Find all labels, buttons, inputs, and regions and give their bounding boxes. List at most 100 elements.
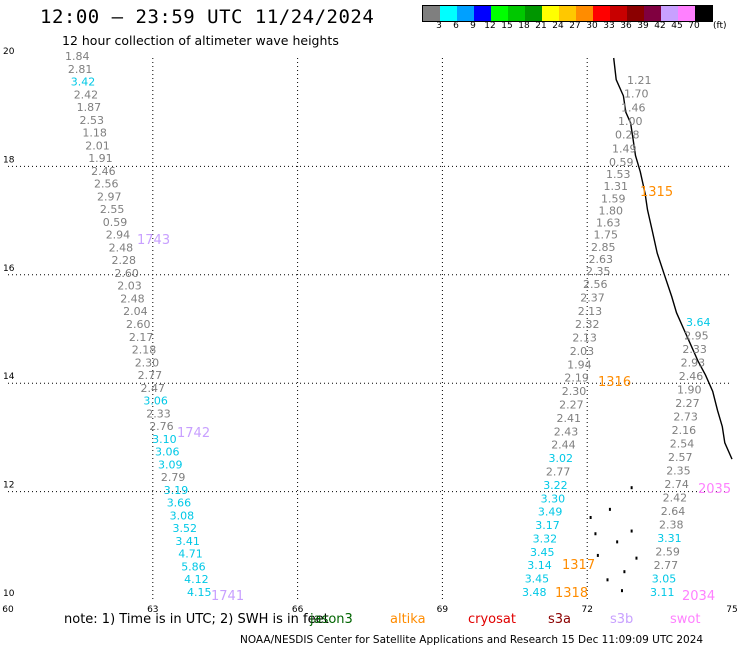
wave-height-value: 1.63 xyxy=(596,217,621,230)
wave-height-value: 3.19 xyxy=(164,484,189,497)
island xyxy=(589,515,592,519)
legend-s3a: s3a xyxy=(548,612,572,627)
wave-height-value: 2.95 xyxy=(684,330,709,343)
scale-label: 45 xyxy=(671,21,683,31)
scale-label: 42 xyxy=(654,21,666,31)
scale-label: 6 xyxy=(453,21,459,31)
wave-height-value: 3.17 xyxy=(535,519,560,532)
lat-tick-label: 12 xyxy=(3,481,14,491)
wave-height-value: 2.94 xyxy=(106,229,131,242)
wave-height-value: 3.11 xyxy=(650,586,675,599)
scale-swatch xyxy=(559,6,576,21)
wave-height-value: 3.31 xyxy=(657,532,682,545)
wave-height-value: 2.27 xyxy=(559,399,584,412)
wave-height-value: 1.87 xyxy=(77,101,102,114)
scale-swatch xyxy=(474,6,491,21)
wave-height-value: 2.93 xyxy=(681,357,706,370)
wave-height-value: 2.46 xyxy=(91,165,116,178)
lon-tick-label: 66 xyxy=(292,605,304,615)
wave-height-value: 2.30 xyxy=(562,385,587,398)
lat-tick-label: 10 xyxy=(3,589,15,599)
wave-height-value: 1.94 xyxy=(567,358,592,371)
wave-height-value: 2.97 xyxy=(97,190,122,203)
wave-height-value: 3.45 xyxy=(525,573,550,586)
wave-height-value: 2.03 xyxy=(570,345,595,358)
wave-height-value: 2.44 xyxy=(551,439,576,452)
wave-height-value: 3.41 xyxy=(175,535,200,548)
coastline xyxy=(613,57,733,460)
scale-swatch xyxy=(423,6,440,21)
wave-height-value: 2.42 xyxy=(74,88,99,101)
wave-height-value: 2.73 xyxy=(673,411,698,424)
wave-height-value: 3.66 xyxy=(167,497,192,510)
lat-tick-label: 18 xyxy=(3,155,15,165)
wave-height-value: 2.13 xyxy=(578,305,603,318)
scale-label: 39 xyxy=(637,21,649,31)
footer-credit: NOAA/NESDIS Center for Satellite Applica… xyxy=(240,634,704,646)
wave-height-value: 1.90 xyxy=(677,384,702,397)
color-scale-bar xyxy=(422,5,713,22)
scale-swatch xyxy=(695,6,712,21)
scale-swatch xyxy=(491,6,508,21)
wave-height-value: 0.28 xyxy=(615,129,640,142)
wave-height-value: 1.49 xyxy=(612,142,637,155)
wave-height-value: 4.71 xyxy=(178,548,203,561)
wave-height-value: 0.59 xyxy=(103,216,128,229)
wave-height-value: 2.48 xyxy=(109,241,134,254)
scale-label: 24 xyxy=(552,21,564,31)
wave-height-value: 2.57 xyxy=(668,451,693,464)
wave-height-value: 2.38 xyxy=(659,519,684,532)
wave-height-value: 2.42 xyxy=(663,492,688,505)
scale-label: 12 xyxy=(484,21,496,31)
wave-height-value: 2.81 xyxy=(68,63,93,76)
wave-height-value: 1.21 xyxy=(627,74,652,87)
wave-height-value: 3.06 xyxy=(143,395,168,408)
scale-swatch xyxy=(593,6,610,21)
lon-tick-label: 63 xyxy=(147,605,158,615)
pass-time-label: 1315 xyxy=(640,185,673,200)
lon-tick-label: 75 xyxy=(726,605,737,615)
pass-time-label: 1316 xyxy=(598,375,631,390)
lat-tick-label: 16 xyxy=(3,264,15,274)
wave-height-value: 1.70 xyxy=(624,88,649,101)
wave-height-value: 2.35 xyxy=(666,465,691,478)
wave-height-value: 1.84 xyxy=(65,50,90,63)
island xyxy=(616,540,619,544)
scale-label: 33 xyxy=(603,21,615,31)
scale-swatch xyxy=(610,6,627,21)
scale-swatch xyxy=(661,6,678,21)
island xyxy=(596,553,599,557)
pass-time-label: 2035 xyxy=(698,482,731,497)
island xyxy=(606,578,609,582)
pass-time-label: 1741 xyxy=(211,589,244,604)
legend-cryosat: cryosat xyxy=(468,612,516,627)
island xyxy=(630,486,633,490)
wave-height-value: 3.52 xyxy=(173,522,198,535)
scale-swatch xyxy=(525,6,542,21)
wave-height-value: 2.30 xyxy=(135,356,160,369)
wave-height-value: 1.59 xyxy=(601,192,626,205)
wave-height-value: 2.74 xyxy=(664,478,689,491)
wave-height-value: 3.10 xyxy=(152,433,177,446)
wave-height-value: 2.04 xyxy=(123,305,148,318)
wave-height-value: 2.53 xyxy=(80,114,105,127)
scale-label: 15 xyxy=(501,21,513,31)
wave-height-value: 3.48 xyxy=(522,586,547,599)
island xyxy=(594,532,597,536)
pass-time-label: 1742 xyxy=(177,426,210,441)
wave-height-value: 2.13 xyxy=(572,332,597,345)
wave-height-value: 4.12 xyxy=(184,573,209,586)
wave-height-value: 2.76 xyxy=(149,420,174,433)
lon-tick-label: 60 xyxy=(2,605,14,615)
legend-note: note: 1) Time is in UTC; 2) SWH is in fe… xyxy=(64,612,329,627)
wave-height-value: 2.59 xyxy=(655,546,680,559)
island xyxy=(620,589,623,593)
lat-tick-label: 14 xyxy=(3,372,15,382)
wave-height-value: 2.16 xyxy=(672,424,697,437)
wave-height-value: 2.35 xyxy=(586,265,611,278)
wave-height-value: 3.42 xyxy=(71,76,96,89)
lon-tick-label: 69 xyxy=(437,605,449,615)
pass-time-label: 1317 xyxy=(562,558,595,573)
